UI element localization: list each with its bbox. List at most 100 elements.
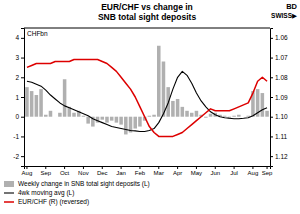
legend-item: EUR/CHF (R) (reversed): [4, 198, 89, 206]
bar: [176, 99, 180, 117]
x-tick-label: Oct: [60, 170, 70, 176]
bar: [49, 111, 53, 117]
bar: [124, 117, 128, 135]
x-tick-label: Aug: [248, 170, 259, 176]
x-tick-label: Sep: [40, 170, 51, 176]
x-tick-label: Apr: [173, 170, 182, 176]
x-tick-mark: [83, 166, 84, 169]
y2-tick-label: 1.12: [275, 153, 288, 160]
annotation: BD: [286, 2, 297, 11]
bar: [72, 113, 76, 117]
x-tick-mark: [177, 166, 178, 169]
y-tick: 2: [15, 74, 24, 81]
bar: [190, 113, 194, 117]
x-tick-label: Nov: [78, 170, 89, 176]
legend-swatch: [4, 181, 14, 187]
bar: [181, 107, 185, 117]
y-tick-mark: [21, 136, 24, 137]
x-tick: Mar: [154, 166, 164, 176]
bar: [157, 46, 161, 117]
bar: [101, 117, 105, 120]
y-tick-mark: [21, 117, 24, 118]
bar: [138, 117, 142, 127]
x-tick: Jul: [230, 166, 238, 176]
y2-tick-mark: [270, 136, 273, 137]
bar: [195, 111, 199, 117]
frame-top: [24, 28, 270, 29]
x-tick-mark: [234, 166, 235, 169]
y2-tick: 1.10: [270, 113, 288, 120]
y2-axis: 1.061.071.081.091.101.111.12: [270, 29, 288, 167]
y-tick-label: 0: [15, 113, 19, 120]
bar: [105, 117, 109, 123]
legend-item: 4wk moving avg (L): [4, 189, 74, 197]
bar: [35, 95, 39, 117]
x-tick: Oct: [60, 166, 70, 176]
y-tick-label: 2: [15, 74, 19, 81]
x-tick-mark: [64, 166, 65, 169]
bar: [82, 115, 86, 117]
annotation: SWISS▶: [271, 12, 297, 19]
bar: [39, 89, 43, 117]
x-tick-mark: [121, 166, 122, 169]
x-tick: Sep: [262, 166, 273, 176]
x-tick-label: Mar: [154, 170, 164, 176]
bar: [242, 116, 246, 117]
y-tick: 0: [15, 113, 24, 120]
y2-tick-label: 1.10: [275, 113, 288, 120]
y2-tick-mark: [270, 117, 273, 118]
title: EUR/CHF vs change in: [101, 2, 193, 12]
y-tick-mark: [21, 58, 24, 59]
bar: [53, 116, 57, 117]
x-tick-label: Feb: [135, 170, 146, 176]
y-tick-label: 4: [15, 34, 19, 41]
bar: [232, 115, 236, 117]
x-tick: Jun: [210, 166, 220, 176]
bar: [119, 117, 123, 125]
y-tick-label: -2: [13, 153, 19, 160]
bar: [115, 117, 119, 123]
y2-tick-label: 1.07: [275, 54, 288, 61]
y2-tick: 1.12: [270, 153, 288, 160]
legend-label: Weekly change in SNB total sight deposit…: [18, 180, 150, 188]
bar: [162, 62, 166, 117]
y-tick-label: 3: [15, 54, 19, 61]
x-tick-mark: [158, 166, 159, 169]
x-tick: Feb: [135, 166, 146, 176]
y2-tick: 1.09: [270, 94, 288, 101]
y-tick: 3: [15, 54, 24, 61]
chart-svg: -2-1012341.061.071.081.091.101.111.12Aug…: [0, 0, 300, 214]
x-tick: Nov: [78, 166, 89, 176]
y-label: CHFbn: [27, 30, 48, 37]
y-tick: -2: [13, 153, 24, 160]
y-axis: -2 -1 0 1 2 3 4: [13, 29, 24, 167]
y2-tick: 1.07: [270, 54, 288, 61]
x-tick-label: Jun: [210, 170, 220, 176]
y-tick-label: 1: [15, 94, 19, 101]
bar: [209, 114, 213, 117]
y2-tick-label: 1.11: [275, 133, 288, 140]
y-tick-mark: [21, 38, 24, 39]
bar: [204, 116, 208, 118]
x-tick-label: May: [191, 170, 202, 176]
bar: [110, 117, 114, 121]
line: [27, 60, 267, 137]
x-tick-mark: [139, 166, 140, 169]
x-tick: May: [191, 166, 202, 176]
legend-item: Weekly change in SNB total sight deposit…: [4, 180, 150, 188]
plot-area: -2-1012341.061.071.081.091.101.111.12Aug…: [13, 28, 288, 176]
y-tick-mark: [21, 97, 24, 98]
bar: [44, 115, 48, 117]
y-tick-label: -1: [13, 133, 19, 140]
x-tick: Jan: [116, 166, 126, 176]
bar: [30, 91, 34, 117]
x-tick-label: Jan: [116, 170, 126, 176]
y2-tick-mark: [270, 77, 273, 78]
legend: Weekly change in SNB total sight deposit…: [4, 180, 150, 206]
x-axis-line: [25, 167, 271, 170]
y-tick: -1: [13, 133, 24, 140]
x-tick-mark: [252, 166, 253, 169]
marks: [25, 46, 269, 137]
bar: [171, 101, 175, 117]
y2-tick-mark: [270, 38, 273, 39]
